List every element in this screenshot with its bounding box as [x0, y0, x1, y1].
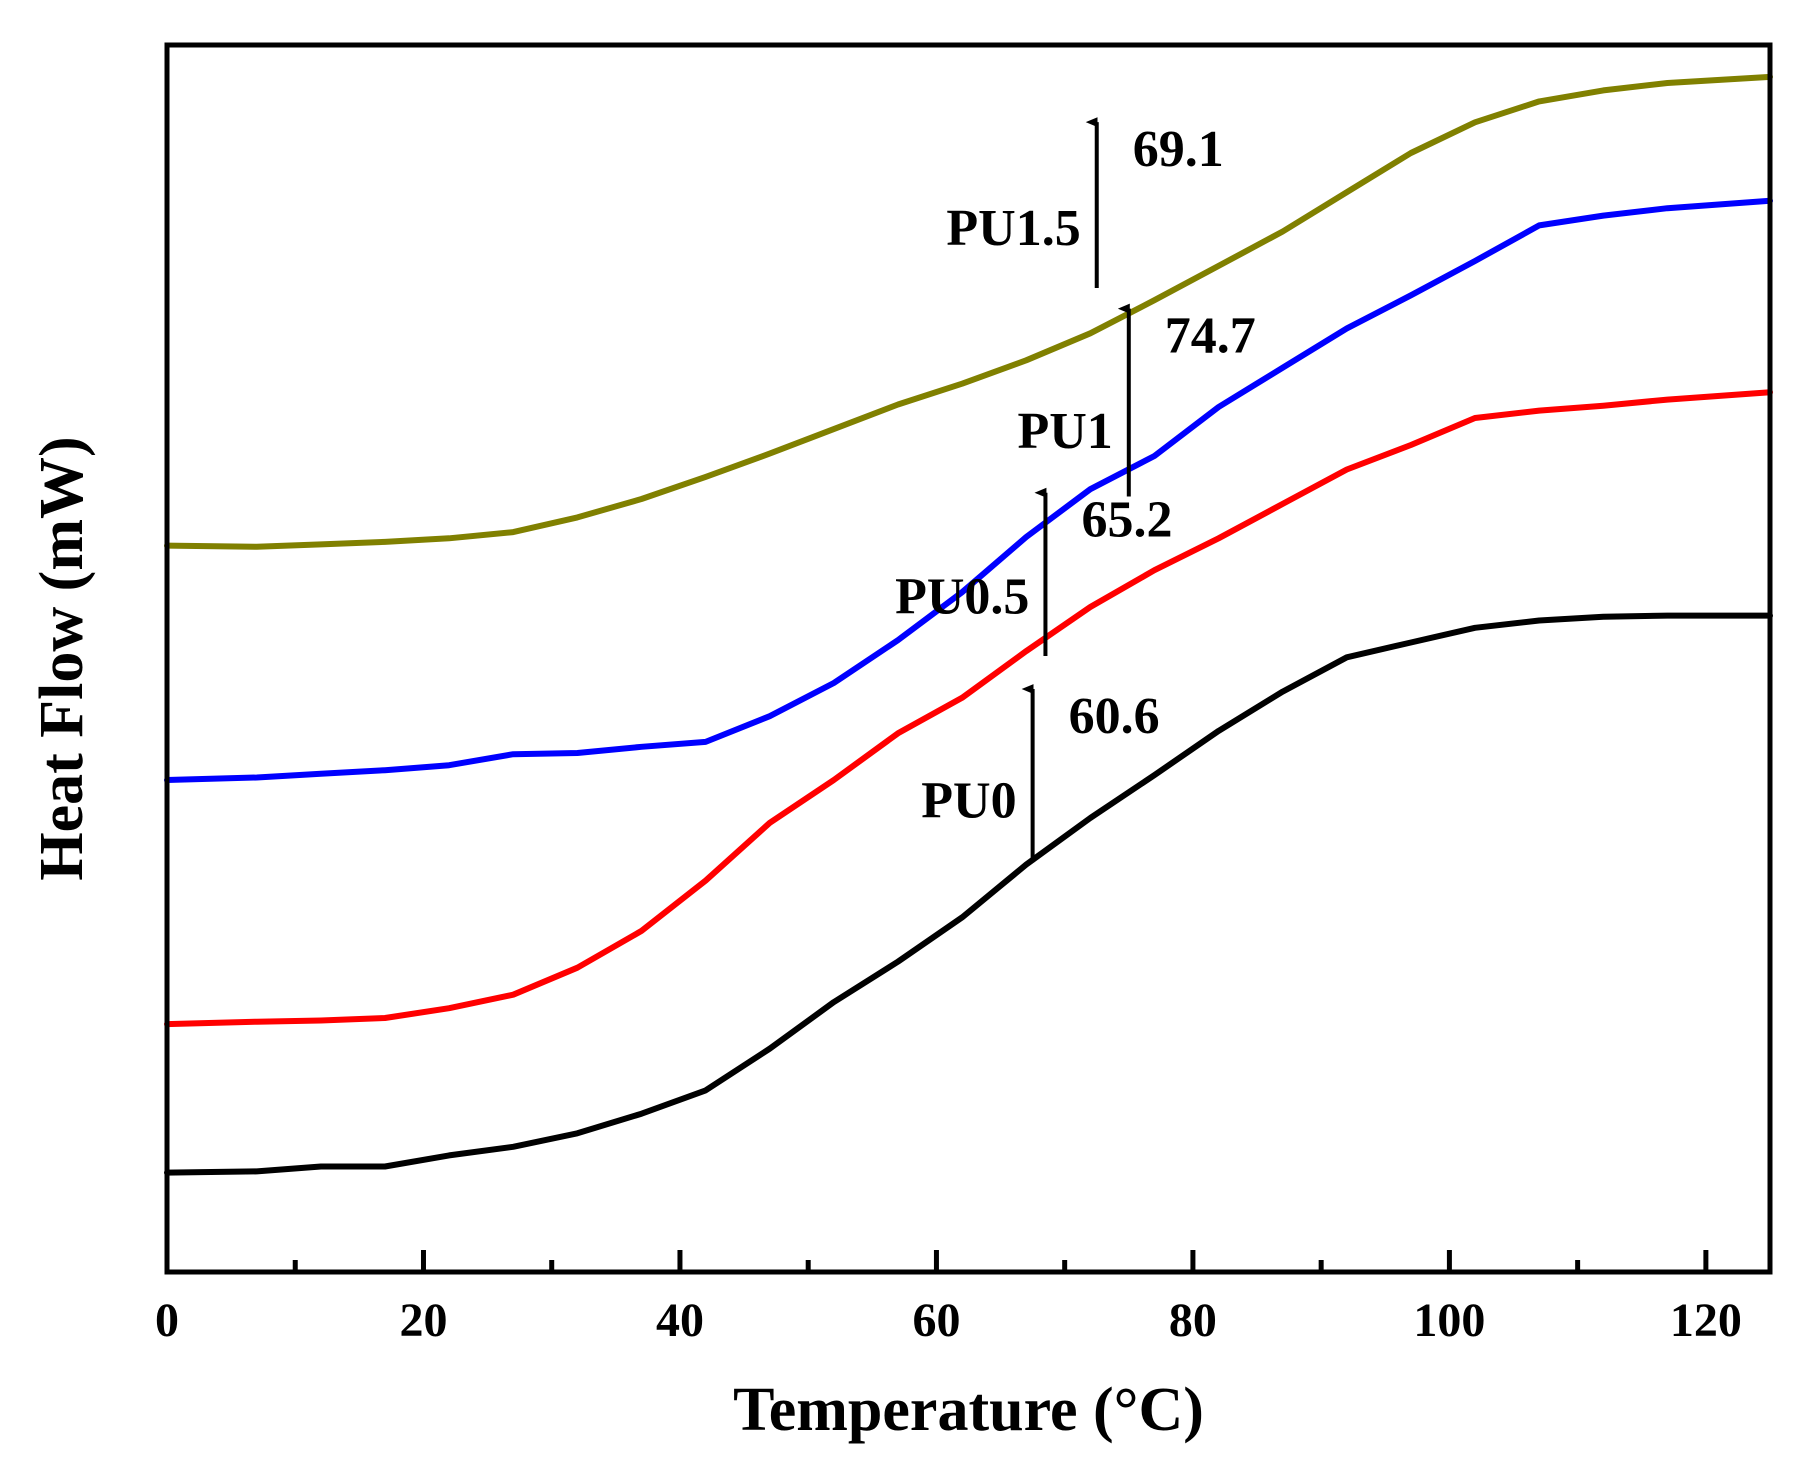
- x-axis-title: Temperature (°C): [733, 1376, 1204, 1444]
- series-line-pu0-5: [164, 389, 1773, 1028]
- tg-value-label-pu1-5: 69.1: [1133, 121, 1224, 178]
- annotation-layer: PU0 60.6 PU0.5 65.2 PU1 74.7 PU1.5 69.1: [895, 117, 1256, 863]
- x-tick-label: 60: [912, 1294, 960, 1347]
- series-name-label-pu0-5: PU0.5: [895, 569, 1029, 626]
- x-tick-label: 120: [1670, 1294, 1742, 1347]
- y-axis-title: Heat Flow (mW): [28, 436, 96, 880]
- tg-value-label-pu1: 74.7: [1165, 308, 1256, 365]
- x-tick-label: 80: [1169, 1294, 1217, 1347]
- series-name-label-pu0: PU0: [921, 772, 1016, 829]
- x-axis-ticks: 0 20 40 60 80 100 120: [155, 1250, 1742, 1347]
- series-line-pu0: [164, 612, 1773, 1176]
- series-layer: [164, 73, 1773, 1176]
- tg-value-label-pu0: 60.6: [1069, 688, 1160, 745]
- x-tick-label: 100: [1413, 1294, 1485, 1347]
- plot-frame: [164, 42, 1773, 1275]
- series-line-pu1: [164, 197, 1773, 783]
- x-tick-label: 20: [399, 1294, 447, 1347]
- x-tick-label: 0: [155, 1294, 179, 1347]
- tg-value-label-pu0-5: 65.2: [1081, 492, 1172, 549]
- series-name-label-pu1-5: PU1.5: [946, 200, 1080, 257]
- series-line-pu1-5: [164, 73, 1773, 550]
- series-name-label-pu1: PU1: [1017, 403, 1112, 460]
- x-tick-label: 40: [656, 1294, 704, 1347]
